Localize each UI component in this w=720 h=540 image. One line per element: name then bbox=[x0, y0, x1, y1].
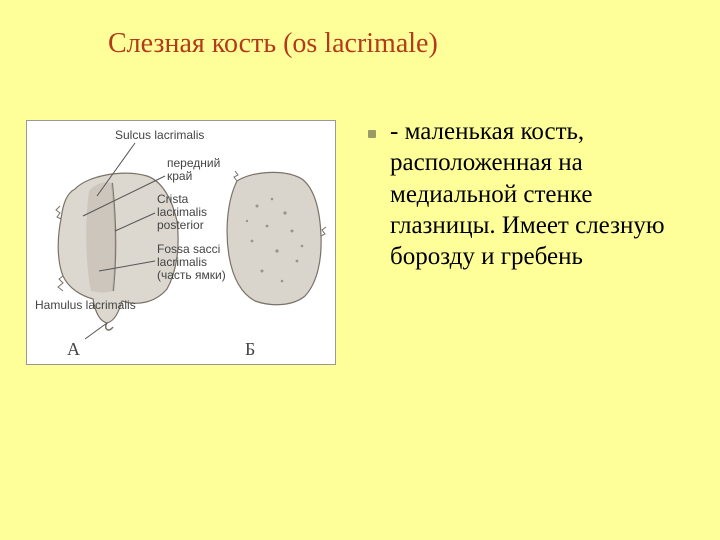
label-anterior-edge: передний край bbox=[167, 157, 220, 183]
label-hamulus: Hamulus lacrimalis bbox=[35, 299, 136, 312]
text-column: - маленькая кость, расположенная на меди… bbox=[368, 116, 688, 365]
bullet-marker bbox=[368, 130, 376, 138]
anatomy-figure: Sulcus lacrimalis передний край Crista l… bbox=[26, 120, 336, 365]
figure-letter-b: Б bbox=[245, 339, 255, 360]
body-text: - маленькая кость, расположенная на меди… bbox=[390, 116, 688, 272]
label-sulcus: Sulcus lacrimalis bbox=[115, 129, 204, 142]
label-fossa: Fossa sacci lacrimalis (часть ямки) bbox=[157, 243, 226, 283]
label-crista-l3: posterior bbox=[157, 218, 204, 232]
content-area: Sulcus lacrimalis передний край Crista l… bbox=[0, 110, 720, 365]
bullet-item: - маленькая кость, расположенная на меди… bbox=[368, 116, 688, 272]
label-crista-l1: Crista bbox=[157, 192, 188, 206]
label-fossa-l3: (часть ямки) bbox=[157, 268, 226, 282]
label-fossa-l2: lacrimalis bbox=[157, 255, 207, 269]
label-crista-l2: lacrimalis bbox=[157, 205, 207, 219]
label-anterior-edge-l2: край bbox=[167, 169, 192, 183]
figure-letter-a: А bbox=[67, 339, 80, 360]
slide-title: Слезная кость (os lacrimale) bbox=[108, 28, 438, 60]
label-anterior-edge-l1: передний bbox=[167, 156, 220, 170]
label-crista: Crista lacrimalis posterior bbox=[157, 193, 207, 233]
label-fossa-l1: Fossa sacci bbox=[157, 242, 220, 256]
